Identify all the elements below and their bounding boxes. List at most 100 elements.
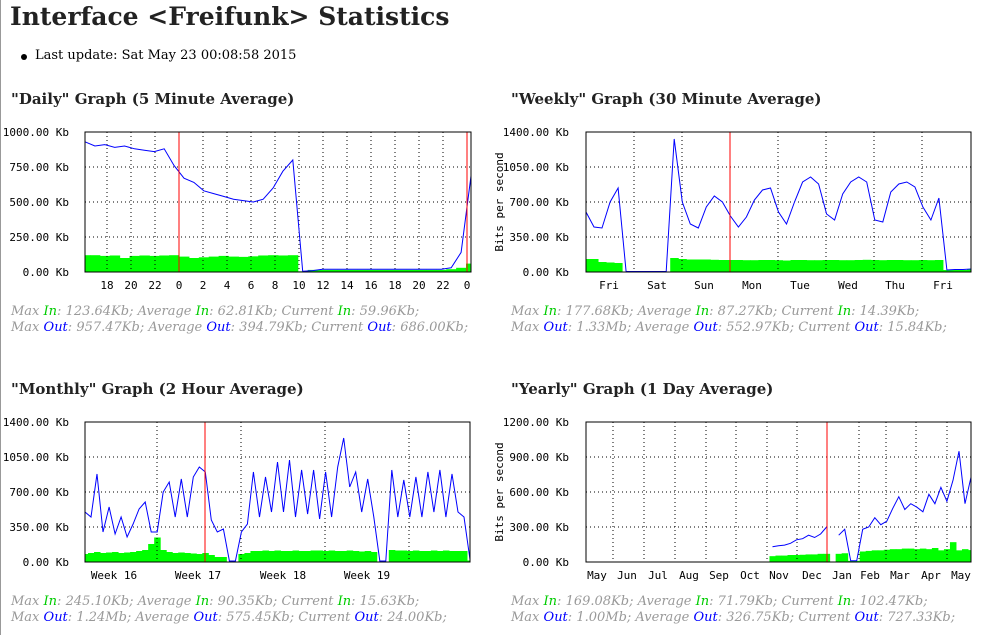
y-tick-label: 0.00 Kb <box>23 266 69 279</box>
in-bar <box>214 557 221 562</box>
in-bar <box>710 259 719 272</box>
stat-sep: : <box>217 610 227 625</box>
in-bar <box>198 257 210 272</box>
stat-current-in-value: 102.47Kb <box>859 594 924 609</box>
in-bar <box>130 552 137 562</box>
y-axis-label: Bits per second <box>493 442 506 541</box>
in-bar <box>119 258 131 272</box>
x-tick-label: Apr <box>921 569 941 582</box>
in-bar <box>346 550 354 562</box>
x-tick-label: Sun <box>694 279 714 292</box>
in-bar <box>814 260 824 272</box>
in-bar <box>937 550 945 562</box>
stat-sep: : <box>709 594 718 609</box>
stat-sep: : <box>378 610 388 625</box>
in-bar <box>943 549 951 562</box>
in-bar <box>925 549 933 562</box>
y-tick-label: 700.00 Kb <box>509 196 569 209</box>
stat-in-label: In <box>543 594 558 609</box>
in-bar <box>949 542 957 562</box>
x-tick-label: Jul <box>648 569 668 582</box>
in-bar <box>394 550 402 562</box>
x-tick-label: Mar <box>890 569 910 582</box>
in-bar <box>702 259 711 272</box>
in-bar <box>913 549 921 562</box>
in-bar <box>99 255 111 272</box>
in-bar <box>218 255 230 272</box>
stat-sep: : <box>67 610 77 625</box>
yearly-graph-heading: "Yearly" Graph (1 Day Average) <box>511 380 774 398</box>
weekly-graph-heading: "Weekly" Graph (30 Minute Average) <box>511 90 822 108</box>
in-bar <box>442 550 450 562</box>
stat-label: Current <box>277 594 338 609</box>
x-tick-label: Nov <box>769 569 789 582</box>
x-tick-label: 4 <box>224 279 231 292</box>
in-bar <box>466 263 472 272</box>
in-bar <box>274 550 282 562</box>
in-bar <box>124 552 131 562</box>
in-bar <box>208 555 215 562</box>
in-bar <box>159 255 170 272</box>
in-bar <box>466 560 471 562</box>
x-tick-label: Week 19 <box>344 569 390 582</box>
in-bar <box>418 551 426 562</box>
in-bar <box>292 550 300 562</box>
in-bar <box>85 554 89 562</box>
in-bar <box>202 553 209 562</box>
stat-sep: : <box>567 610 577 625</box>
in-bar <box>416 269 427 272</box>
stat-out-label: Out <box>193 610 218 625</box>
in-bar <box>178 552 185 562</box>
in-bar <box>446 269 457 272</box>
stat-sep: : <box>567 320 577 335</box>
x-tick-label: 8 <box>272 279 279 292</box>
stat-out-label: Out <box>543 610 568 625</box>
stat-label: Max <box>11 304 44 319</box>
in-bar <box>799 554 807 562</box>
x-tick-label: 18 <box>388 279 401 292</box>
stat-label: Average <box>144 320 207 335</box>
in-bar <box>886 260 896 272</box>
in-bar <box>955 550 963 562</box>
stat-label: Current <box>294 610 355 625</box>
x-tick-label: 20 <box>412 279 425 292</box>
stat-sep: : <box>67 320 77 335</box>
in-bar <box>238 554 245 562</box>
in-bar <box>822 260 832 272</box>
y-tick-label: 700.00 Kb <box>9 486 69 499</box>
stat-sep: ; <box>914 304 920 319</box>
in-bar <box>412 550 420 562</box>
monthly-graph-heading: "Monthly" Graph (2 Hour Average) <box>11 380 304 398</box>
in-bar <box>268 551 275 562</box>
stat-average-out-value: 326.75Kb <box>726 610 790 625</box>
x-tick-label: Jun <box>617 569 637 582</box>
stat-max-in-value: 123.64Kb <box>65 304 130 319</box>
stat-sep: : <box>878 610 888 625</box>
x-tick-label: Week 18 <box>260 569 306 582</box>
in-bar <box>877 550 885 562</box>
in-bar <box>598 262 607 272</box>
out-series-line <box>84 141 472 272</box>
stat-label: Current <box>777 594 838 609</box>
in-bar <box>934 260 944 272</box>
plot-frame <box>84 421 471 563</box>
stats-in-line: Max In: 169.08Kb; Average In: 71.79Kb; C… <box>511 594 955 610</box>
in-bar <box>190 553 197 562</box>
in-bar <box>406 551 414 562</box>
y-tick-label: 350.00 Kb <box>9 521 69 534</box>
daily-graph-heading: "Daily" Graph (5 Minute Average) <box>11 90 295 108</box>
in-bar <box>918 260 928 272</box>
y-tick-label: 0.00 Kb <box>523 266 569 279</box>
stat-label: Average <box>633 304 696 319</box>
y-tick-label: 1400.00 Kb <box>503 126 569 139</box>
y-tick-label: 1050.00 Kb <box>503 161 569 174</box>
y-tick-label: 600.00 Kb <box>509 486 569 499</box>
y-tick-label: 1050.00 Kb <box>3 451 69 464</box>
stat-in-label: In <box>543 304 558 319</box>
in-bar <box>883 549 891 562</box>
daily-graph: 0.00 Kb 250.00 Kb 500.00 Kb 750.00 Kb 1000.0… <box>3 126 472 292</box>
stats-out-line: Max Out: 957.47Kb; Average Out: 394.79Kb… <box>11 320 468 336</box>
in-bar <box>400 550 408 562</box>
stat-label: Current <box>277 304 338 319</box>
in-bar <box>160 550 167 562</box>
